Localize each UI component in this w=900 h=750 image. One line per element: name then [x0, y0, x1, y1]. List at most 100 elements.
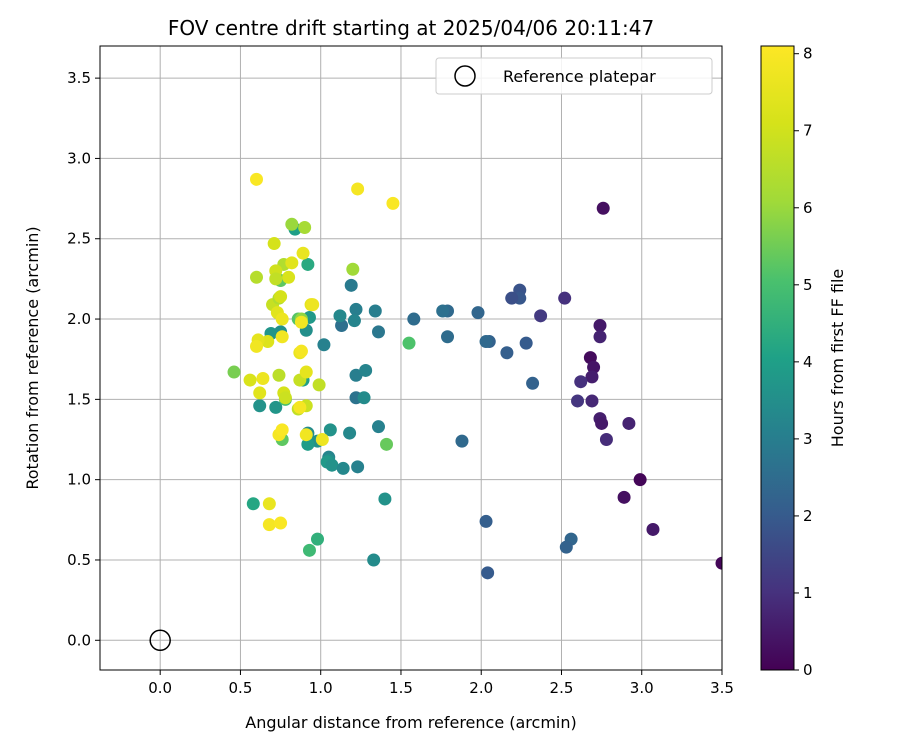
data-point — [371, 420, 385, 434]
data-point — [481, 566, 495, 580]
data-point — [534, 309, 548, 323]
data-point — [250, 339, 264, 353]
x-tick-label: 2.5 — [550, 679, 574, 697]
data-point — [253, 386, 267, 400]
data-point — [347, 314, 361, 328]
data-point — [471, 306, 485, 320]
data-point — [344, 278, 358, 292]
data-point — [349, 368, 363, 382]
data-point — [317, 338, 331, 352]
data-point — [587, 360, 601, 374]
data-point — [386, 196, 400, 210]
data-point — [436, 304, 450, 318]
colorbar-frame — [760, 45, 795, 671]
data-point — [301, 437, 315, 451]
data-point — [593, 318, 607, 332]
data-point — [299, 365, 313, 379]
data-point — [261, 335, 275, 349]
x-tick-label: 1.0 — [309, 679, 333, 697]
data-point — [302, 543, 316, 557]
data-point — [519, 336, 533, 350]
data-point — [335, 318, 349, 332]
plot-frame — [99, 45, 723, 671]
y-axis-title: Rotation from reference (arcmin) — [23, 226, 42, 489]
x-axis-ticks: 0.0 0.5 1.0 1.5 2.0 2.5 3.0 3.5 — [148, 670, 734, 697]
data-point — [274, 290, 288, 304]
data-point — [278, 391, 292, 405]
x-axis-title: Angular distance from reference (arcmin) — [245, 713, 576, 732]
x-tick-label: 3.0 — [630, 679, 654, 697]
colorbar-tick-label: 7 — [803, 122, 813, 140]
data-point — [359, 363, 373, 377]
data-point — [407, 312, 421, 326]
data-point — [246, 497, 260, 511]
data-point — [262, 497, 276, 511]
data-point — [585, 370, 599, 384]
colorbar-tick-label: 1 — [803, 584, 813, 602]
colorbar-tick-label: 2 — [803, 507, 813, 525]
data-point — [558, 291, 572, 305]
data-point — [272, 368, 286, 382]
data-point — [380, 437, 394, 451]
y-tick-label: 0.0 — [67, 631, 91, 649]
plot-area — [100, 46, 722, 670]
data-point — [250, 270, 264, 284]
data-point — [306, 298, 320, 312]
data-point — [333, 309, 347, 323]
data-point — [617, 490, 631, 504]
x-tick-label: 1.5 — [389, 679, 413, 697]
data-point — [282, 270, 296, 284]
legend: Reference platepar — [435, 57, 713, 95]
reference-point-marker — [149, 629, 171, 652]
data-point — [285, 256, 299, 270]
legend-marker-icon — [454, 65, 476, 87]
colorbar-title: Hours from first FF file — [828, 269, 847, 448]
colorbar-gradient — [761, 46, 794, 670]
colorbar-tick-label: 6 — [803, 199, 813, 217]
x-tick-label: 0.5 — [229, 679, 253, 697]
data-point — [310, 532, 324, 546]
data-point — [571, 394, 585, 408]
data-point — [378, 492, 392, 506]
legend-label: Reference platepar — [503, 67, 656, 86]
colorbar-ticks: 0 1 2 3 4 5 6 7 8 — [794, 45, 813, 679]
data-point — [256, 371, 270, 385]
data-point — [296, 246, 310, 260]
data-point — [402, 336, 416, 350]
data-point — [269, 272, 283, 286]
data-point — [715, 556, 722, 570]
data-point — [299, 428, 313, 442]
y-tick-label: 1.5 — [67, 390, 91, 408]
data-point — [368, 304, 382, 318]
data-point — [262, 518, 276, 532]
data-point — [559, 540, 573, 554]
y-tick-label: 0.5 — [67, 551, 91, 569]
data-point — [243, 373, 257, 387]
data-point — [343, 426, 357, 440]
data-point — [275, 330, 289, 344]
chart-title: FOV centre drift starting at 2025/04/06 … — [168, 16, 654, 40]
data-point — [505, 291, 519, 305]
data-point — [227, 365, 241, 379]
y-axis-ticks: 0.0 0.5 1.0 1.5 2.0 2.5 3.0 3.5 — [67, 69, 100, 649]
data-point — [253, 399, 267, 413]
x-tick-label: 3.5 — [710, 679, 734, 697]
x-tick-label: 0.0 — [148, 679, 172, 697]
data-point — [595, 416, 609, 430]
data-point — [267, 237, 281, 251]
data-point — [325, 458, 339, 472]
data-point — [599, 433, 613, 447]
data-point — [593, 330, 607, 344]
colorbar-tick-label: 4 — [803, 353, 813, 371]
data-point — [367, 553, 381, 567]
colorbar-tick-label: 5 — [803, 276, 813, 294]
data-point — [351, 460, 365, 474]
data-point — [526, 376, 540, 390]
x-tick-label: 2.0 — [469, 679, 493, 697]
y-tick-label: 2.5 — [67, 230, 91, 248]
data-point — [275, 312, 289, 326]
y-tick-label: 2.0 — [67, 310, 91, 328]
data-point — [294, 315, 308, 329]
data-point — [293, 400, 307, 414]
